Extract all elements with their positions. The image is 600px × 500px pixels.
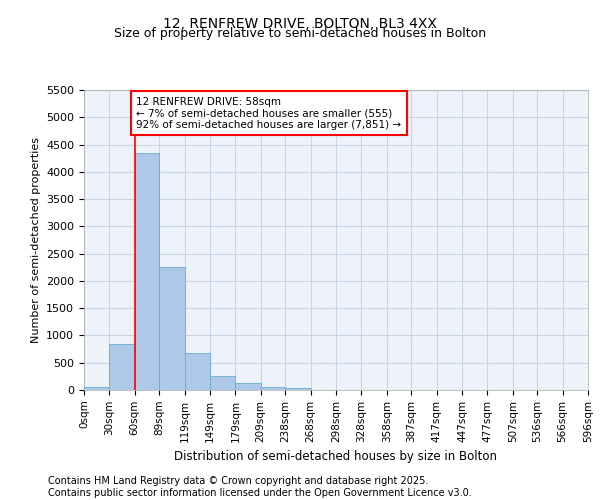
Text: 12, RENFREW DRIVE, BOLTON, BL3 4XX: 12, RENFREW DRIVE, BOLTON, BL3 4XX	[163, 18, 437, 32]
Bar	[235, 384, 261, 390]
Bar	[261, 386, 285, 390]
Bar	[84, 388, 109, 390]
Bar	[185, 353, 210, 390]
Bar	[135, 152, 159, 390]
Bar	[109, 344, 135, 390]
Bar	[210, 376, 235, 390]
Bar	[285, 388, 311, 390]
X-axis label: Distribution of semi-detached houses by size in Bolton: Distribution of semi-detached houses by …	[175, 450, 497, 463]
Text: 12 RENFREW DRIVE: 58sqm
← 7% of semi-detached houses are smaller (555)
92% of se: 12 RENFREW DRIVE: 58sqm ← 7% of semi-det…	[136, 96, 401, 130]
Text: Contains HM Land Registry data © Crown copyright and database right 2025.
Contai: Contains HM Land Registry data © Crown c…	[48, 476, 472, 498]
Bar	[159, 268, 185, 390]
Text: Size of property relative to semi-detached houses in Bolton: Size of property relative to semi-detach…	[114, 28, 486, 40]
Y-axis label: Number of semi-detached properties: Number of semi-detached properties	[31, 137, 41, 343]
